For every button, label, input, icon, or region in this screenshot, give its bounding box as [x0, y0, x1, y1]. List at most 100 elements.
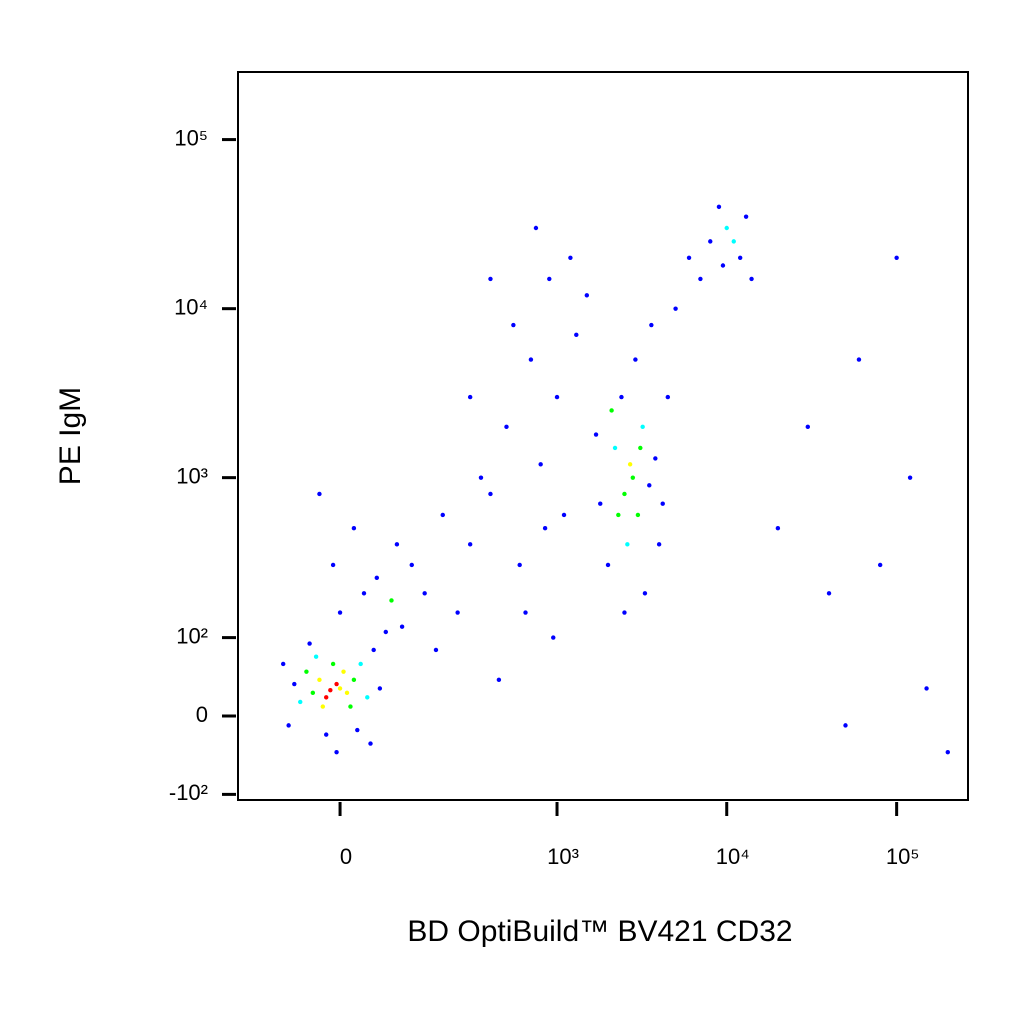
data-point — [422, 591, 427, 596]
data-point — [496, 677, 502, 683]
data-point — [368, 741, 373, 746]
x-tick-label: 10⁴ — [716, 844, 750, 869]
x-tick-label: 0 — [340, 844, 352, 869]
data-point — [716, 204, 722, 210]
data-point — [660, 501, 665, 506]
data-point — [635, 512, 641, 518]
data-point — [330, 661, 336, 667]
data-point — [775, 526, 781, 531]
data-point — [334, 681, 339, 687]
data-point — [805, 424, 810, 430]
data-point — [574, 332, 579, 338]
data-point — [351, 677, 357, 683]
data-point — [292, 681, 297, 687]
data-point — [622, 491, 627, 497]
data-point — [856, 357, 862, 362]
data-point — [907, 475, 913, 480]
x-axis-title: BD OptiBuild™ BV421 CD32 — [407, 915, 792, 948]
data-point — [317, 491, 322, 497]
data-point — [517, 562, 522, 568]
data-point — [467, 542, 473, 547]
data-point — [843, 723, 848, 728]
data-point — [324, 695, 329, 700]
data-point — [344, 690, 350, 696]
data-point — [377, 686, 383, 691]
y-tick-label: 10² — [176, 623, 208, 648]
data-point — [616, 512, 621, 518]
data-point — [630, 475, 636, 480]
data-point — [642, 591, 648, 596]
data-point — [286, 723, 291, 728]
data-point — [455, 610, 460, 615]
data-point — [307, 641, 312, 646]
data-point — [328, 687, 333, 693]
data-point — [894, 255, 899, 260]
data-point — [625, 542, 630, 547]
data-point — [313, 654, 319, 659]
data-point — [533, 225, 539, 231]
data-point — [561, 512, 567, 518]
data-point — [310, 690, 316, 696]
data-point — [605, 562, 611, 568]
data-point — [708, 239, 713, 244]
data-point — [394, 542, 400, 547]
data-point — [665, 394, 671, 400]
x-tick-label: 10⁵ — [886, 844, 920, 869]
data-point — [598, 501, 603, 506]
data-point — [538, 462, 543, 467]
data-point — [467, 394, 473, 400]
data-point — [511, 322, 516, 328]
y-tick-label: 10⁵ — [174, 125, 208, 150]
data-point — [619, 394, 624, 400]
data-point — [686, 255, 692, 260]
data-point — [358, 661, 363, 667]
data-point — [542, 526, 548, 531]
data-point — [337, 686, 343, 691]
x-tick-label: 10³ — [547, 844, 579, 869]
data-point — [724, 225, 729, 231]
data-point — [551, 635, 556, 640]
data-point — [584, 293, 590, 298]
data-point — [826, 591, 832, 596]
data-point — [698, 276, 703, 282]
data-point — [488, 491, 493, 497]
data-point — [649, 322, 654, 328]
data-point — [317, 677, 322, 683]
data-point — [568, 255, 573, 260]
y-tick-label: 10³ — [176, 463, 208, 488]
data-point — [304, 669, 309, 674]
data-point — [399, 624, 405, 629]
data-point — [945, 749, 950, 755]
data-point — [351, 526, 357, 531]
data-point — [877, 562, 883, 568]
data-point — [355, 727, 360, 733]
data-point — [673, 306, 678, 311]
data-point — [528, 357, 534, 362]
data-point — [737, 255, 743, 260]
data-point — [383, 629, 388, 635]
data-point — [647, 483, 652, 488]
data-point — [627, 462, 633, 467]
data-point — [653, 456, 658, 461]
data-point — [488, 276, 493, 282]
data-point — [280, 661, 286, 667]
data-point — [389, 598, 394, 603]
y-tick-label: 0 — [196, 702, 208, 727]
data-point — [731, 239, 736, 244]
data-point — [720, 263, 726, 268]
data-point — [656, 542, 662, 547]
data-point — [593, 432, 599, 437]
y-axis-title: PE IgM — [54, 387, 87, 485]
data-point — [334, 749, 339, 755]
data-point — [612, 445, 618, 451]
data-point — [609, 408, 614, 413]
data-point — [504, 424, 509, 430]
data-point — [320, 704, 326, 709]
data-point — [749, 276, 754, 282]
data-point — [371, 647, 376, 653]
data-point — [743, 214, 749, 219]
data-point — [324, 732, 329, 737]
data-point — [337, 610, 343, 615]
data-point — [330, 562, 336, 568]
